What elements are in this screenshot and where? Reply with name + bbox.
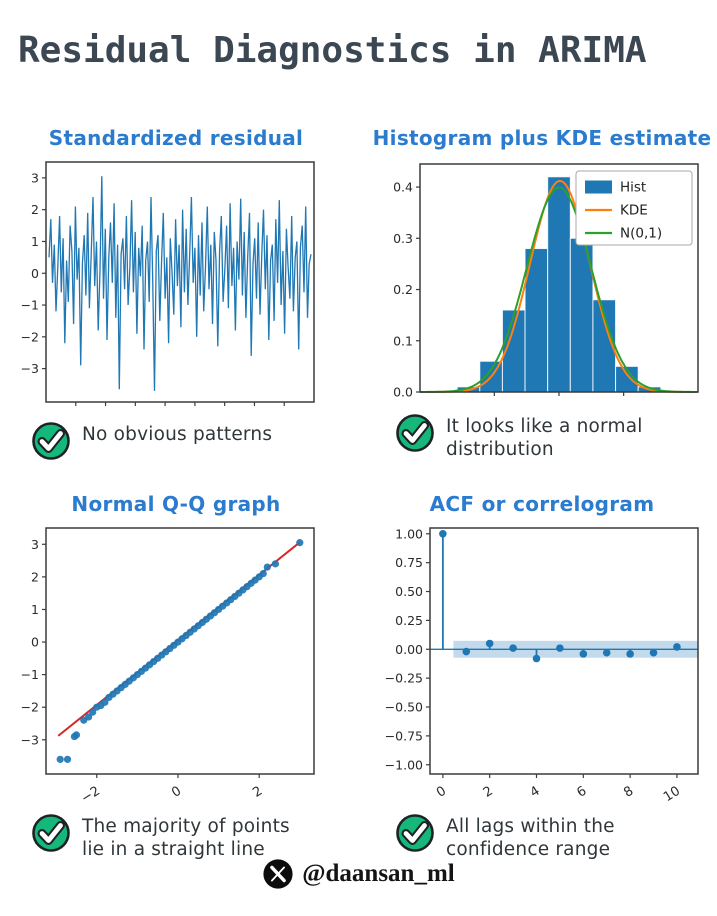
svg-text:−3: −3 xyxy=(21,361,39,376)
qq-scatter-chart: 3 2 1 0 −1 −2 −3 −2 0 2 xyxy=(21,527,315,807)
check-icon xyxy=(32,814,70,852)
svg-text:3: 3 xyxy=(31,170,39,185)
histogram-kde-chart: 0.0 0.1 0.2 0.3 0.4 Hist KDE N(0,1) xyxy=(393,163,699,400)
svg-text:N(0,1): N(0,1) xyxy=(620,226,662,242)
page-title: Residual Diagnostics in ARIMA xyxy=(18,30,647,71)
svg-text:1: 1 xyxy=(31,602,39,617)
x-logo-icon xyxy=(263,859,293,889)
svg-text:−1: −1 xyxy=(21,667,39,682)
svg-text:3: 3 xyxy=(31,537,39,552)
panel-histogram-kde: Histogram plus KDE estimate 0.0 0.1 0.2 0.3… xyxy=(372,126,712,461)
svg-text:0.75: 0.75 xyxy=(395,555,423,570)
svg-text:0.50: 0.50 xyxy=(395,584,423,599)
residual-caption-row: No obvious patterns xyxy=(30,420,344,462)
svg-text:2: 2 xyxy=(481,784,496,801)
qq-chart-title: Normal Q-Q graph xyxy=(71,492,281,516)
svg-text:1: 1 xyxy=(31,234,39,249)
svg-text:−2: −2 xyxy=(79,784,103,807)
check-icon xyxy=(396,414,434,452)
svg-text:4: 4 xyxy=(528,784,543,801)
social-handle: @daansan_ml xyxy=(302,860,455,887)
svg-text:0: 0 xyxy=(31,635,39,650)
check-icon xyxy=(32,422,70,460)
svg-text:0: 0 xyxy=(31,266,39,281)
svg-text:−2: −2 xyxy=(21,329,39,344)
svg-text:0.2: 0.2 xyxy=(393,282,413,297)
footer: @daansan_ml xyxy=(0,858,717,890)
svg-text:10: 10 xyxy=(661,784,683,805)
svg-text:−2: −2 xyxy=(21,700,39,715)
svg-text:2: 2 xyxy=(250,784,265,801)
check-icon xyxy=(396,814,434,852)
acf-stem-chart: 1.00 0.75 0.50 0.25 0.00 −0.25 −0.50 −0.75 −1.00… xyxy=(385,526,699,805)
svg-text:8: 8 xyxy=(621,784,636,801)
acf-caption-row: All lags within the confidence range xyxy=(394,812,712,861)
svg-text:−1.00: −1.00 xyxy=(385,757,423,772)
svg-text:0.0: 0.0 xyxy=(393,385,413,400)
svg-text:0: 0 xyxy=(169,784,184,801)
acf-chart-title: ACF or correlogram xyxy=(429,492,655,516)
svg-text:0: 0 xyxy=(434,784,449,801)
svg-text:1.00: 1.00 xyxy=(395,526,423,541)
svg-text:0.1: 0.1 xyxy=(393,333,413,348)
svg-text:−0.25: −0.25 xyxy=(385,671,423,686)
residual-chart-title: Standardized residual xyxy=(48,126,304,150)
panel-acf-correlogram: ACF or correlogram 1.00 0.75 0.50 0.25 0.00 −… xyxy=(372,492,712,861)
qq-caption-row: The majority of points lie in a straight… xyxy=(30,812,344,861)
svg-text:0.4: 0.4 xyxy=(393,180,413,195)
residual-line-chart: 3 2 1 0 −1 −2 −3 xyxy=(21,161,315,406)
svg-text:Hist: Hist xyxy=(620,180,646,196)
svg-text:−3: −3 xyxy=(21,732,39,747)
svg-text:−0.50: −0.50 xyxy=(385,700,423,715)
svg-text:0.25: 0.25 xyxy=(395,613,423,628)
svg-text:KDE: KDE xyxy=(620,203,648,219)
histogram-caption-row: It looks like a normal distribution xyxy=(394,412,712,461)
qq-caption: The majority of points lie in a straight… xyxy=(82,816,290,860)
residual-caption: No obvious patterns xyxy=(82,424,273,445)
svg-text:0.3: 0.3 xyxy=(393,231,413,246)
histogram-caption: It looks like a normal distribution xyxy=(446,416,643,460)
svg-text:−1: −1 xyxy=(21,298,39,313)
svg-text:0.00: 0.00 xyxy=(395,642,423,657)
panel-standardized-residual: Standardized residual 3 2 1 0 −1 −2 −3 No obvi… xyxy=(8,126,344,462)
acf-caption: All lags within the confidence range xyxy=(446,816,615,860)
panel-qq-graph: Normal Q-Q graph 3 2 1 0 −1 −2 −3 −2 0 2 The majo… xyxy=(8,492,344,861)
svg-text:6: 6 xyxy=(574,784,589,801)
svg-text:2: 2 xyxy=(31,202,39,217)
svg-text:−0.75: −0.75 xyxy=(385,728,423,743)
histogram-chart-title: Histogram plus KDE estimate xyxy=(372,126,712,150)
svg-text:2: 2 xyxy=(31,569,39,584)
